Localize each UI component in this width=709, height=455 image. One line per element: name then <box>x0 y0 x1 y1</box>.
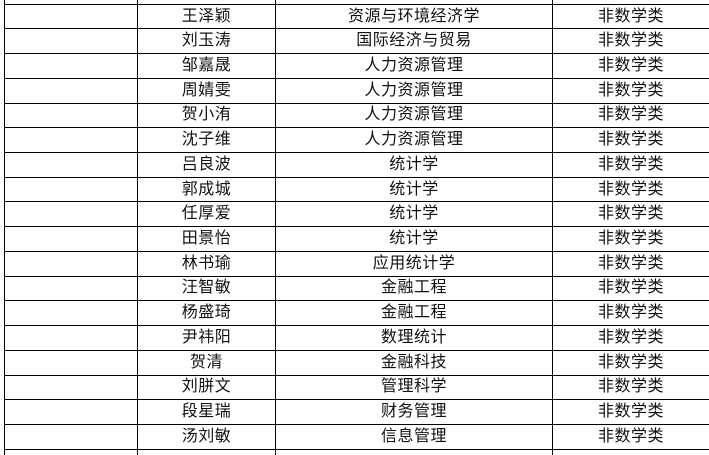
cell-rowheader[interactable] <box>5 375 138 401</box>
cell-rowheader[interactable] <box>5 153 138 178</box>
cell-major[interactable]: 资源与环境经济学 <box>276 4 553 30</box>
cell-rowheader[interactable] <box>5 4 138 30</box>
cell-major[interactable]: 人力资源管理 <box>276 128 553 154</box>
cell-rowheader[interactable] <box>5 128 138 154</box>
cell-rowheader[interactable] <box>5 350 138 376</box>
cell-major[interactable]: 人力资源管理 <box>276 54 553 79</box>
cell-rowheader[interactable] <box>5 424 138 450</box>
cell-student-name[interactable]: 王泽颖 <box>138 4 276 30</box>
cell-student-name[interactable]: 刘玉涛 <box>138 29 276 55</box>
cell-student-name[interactable]: 田景怡 <box>138 227 276 252</box>
cell-student-name[interactable]: 刘胼文 <box>138 375 276 401</box>
cell-category[interactable]: 非数学类 <box>553 79 709 104</box>
cell-category[interactable]: 非数学类 <box>553 29 709 55</box>
cell-category[interactable]: 非数学类 <box>553 5 709 30</box>
cell-rowheader[interactable] <box>5 326 138 351</box>
cell-category[interactable]: 非数学类 <box>553 376 709 401</box>
cell-major[interactable]: 人力资源管理 <box>276 78 553 104</box>
cell-category[interactable]: 非数学类 <box>553 400 709 425</box>
cell-major[interactable]: 信息管理 <box>276 424 553 450</box>
cell-student-name[interactable]: 段星瑞 <box>138 400 276 425</box>
cell-major[interactable]: 管理科学 <box>276 375 553 401</box>
cell-category[interactable]: 非数学类 <box>553 178 709 203</box>
cell-major[interactable]: 统计学 <box>276 153 553 178</box>
cell-category[interactable]: 非数学类 <box>553 202 709 228</box>
cell-major[interactable]: 国际经济与贸易 <box>276 29 553 55</box>
roster-table: 王泽颖 资源与环境经济学 非数学类 刘玉涛 国际经济与贸易 非数学类 邹嘉晟 人力资源管理 非数… <box>4 0 709 455</box>
cell-rowheader[interactable] <box>5 449 138 455</box>
cell-category[interactable]: 非数学类 <box>553 54 709 79</box>
cell-category[interactable]: 非数学类 <box>553 425 709 450</box>
cell-student-name[interactable]: 贺清 <box>138 350 276 376</box>
cell-student-name[interactable]: 周婧雯 <box>138 78 276 104</box>
cell-rowheader[interactable] <box>5 301 138 327</box>
cell-rowheader[interactable] <box>5 29 138 55</box>
cell-rowheader[interactable] <box>5 103 138 129</box>
cell-major[interactable]: 统计学 <box>276 177 553 203</box>
cell-category[interactable]: 非数学类 <box>553 252 709 277</box>
cell-rowheader[interactable] <box>5 251 138 277</box>
cell-rowheader[interactable] <box>5 400 138 425</box>
cell-student-name[interactable]: 尹祎阳 <box>138 326 276 351</box>
cell-student-name[interactable]: 郭成城 <box>138 177 276 203</box>
cell-student-name[interactable]: 沈子维 <box>138 128 276 154</box>
cell-major[interactable]: 金融工程 <box>276 301 553 327</box>
cell-major[interactable] <box>276 0 553 5</box>
cell-category[interactable]: 非数学类 <box>553 104 709 129</box>
cell-major[interactable]: 统计学 <box>276 202 553 228</box>
cell-student-name[interactable] <box>138 449 276 455</box>
cell-student-name[interactable] <box>138 0 276 5</box>
cell-category[interactable] <box>553 450 709 455</box>
cell-category[interactable]: 非数学类 <box>553 301 709 327</box>
cell-rowheader[interactable] <box>5 0 138 5</box>
cell-category[interactable]: 非数学类 <box>553 351 709 376</box>
cell-student-name[interactable]: 任厚爱 <box>138 202 276 228</box>
cell-major[interactable]: 人力资源管理 <box>276 103 553 129</box>
cell-major[interactable]: 金融工程 <box>276 276 553 302</box>
cell-student-name[interactable]: 贺小洧 <box>138 103 276 129</box>
cell-major[interactable]: 数理统计 <box>276 326 553 351</box>
cell-major[interactable]: 统计学 <box>276 227 553 252</box>
cell-rowheader[interactable] <box>5 177 138 203</box>
cell-student-name[interactable]: 邹嘉晟 <box>138 54 276 79</box>
cell-category[interactable]: 非数学类 <box>553 128 709 154</box>
cell-rowheader[interactable] <box>5 54 138 79</box>
cell-rowheader[interactable] <box>5 78 138 104</box>
cell-major[interactable]: 金融科技 <box>276 350 553 376</box>
cell-student-name[interactable]: 汪智敏 <box>138 276 276 302</box>
cell-major[interactable] <box>276 449 553 455</box>
cell-major[interactable]: 应用统计学 <box>276 251 553 277</box>
cell-student-name[interactable]: 杨盛琦 <box>138 301 276 327</box>
cell-student-name[interactable]: 汤刘敏 <box>138 424 276 450</box>
cell-student-name[interactable]: 林书瑜 <box>138 251 276 277</box>
cell-rowheader[interactable] <box>5 227 138 252</box>
cell-major[interactable]: 财务管理 <box>276 400 553 425</box>
cell-student-name[interactable]: 吕良波 <box>138 153 276 178</box>
cell-rowheader[interactable] <box>5 276 138 302</box>
cell-category[interactable]: 非数学类 <box>553 227 709 252</box>
cell-category[interactable]: 非数学类 <box>553 326 709 351</box>
cell-rowheader[interactable] <box>5 202 138 228</box>
cell-category[interactable]: 非数学类 <box>553 153 709 178</box>
cell-category[interactable] <box>553 0 709 5</box>
cell-category[interactable]: 非数学类 <box>553 277 709 302</box>
